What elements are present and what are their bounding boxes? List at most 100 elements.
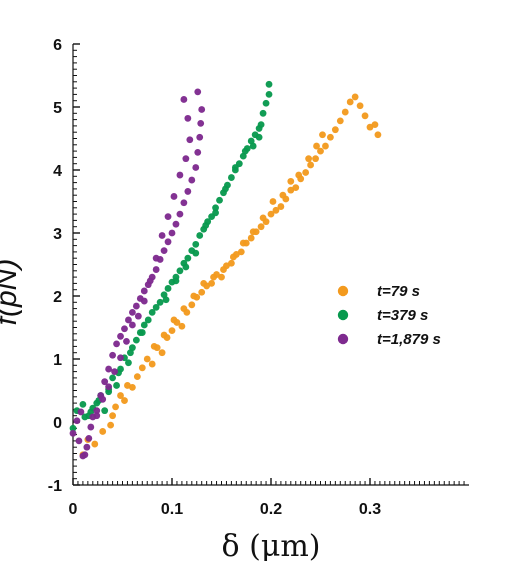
x-tick-label: 0.1 [161, 501, 183, 518]
data-point [241, 147, 249, 155]
data-point [322, 142, 329, 150]
data-point [150, 343, 158, 350]
data-point [269, 198, 277, 205]
data-point [117, 354, 124, 362]
data-point [168, 327, 176, 335]
y-tick-label: 5 [53, 100, 62, 117]
axes-layer: 0 0.1 0.2 0.3 -1 0 1 2 3 4 5 6 f(pN) δ (μm) [0, 37, 469, 561]
data-point [73, 417, 81, 425]
data-point [228, 174, 235, 181]
legend-marker-1 [337, 309, 349, 321]
data-point [164, 213, 172, 221]
data-point [180, 96, 188, 103]
series-2-points [69, 88, 206, 460]
data-point [194, 148, 202, 156]
data-point [371, 121, 379, 129]
data-point [69, 429, 77, 437]
data-point [237, 248, 245, 256]
data-point [319, 131, 326, 139]
data-point [188, 301, 196, 309]
data-point [257, 121, 265, 129]
data-point [160, 331, 168, 339]
data-point [341, 108, 349, 116]
data-point [277, 203, 285, 210]
data-point [336, 117, 344, 125]
data-point [112, 403, 119, 411]
data-point [164, 285, 172, 292]
data-point [83, 443, 91, 451]
data-point [295, 171, 303, 179]
x-tick-label: 0.2 [260, 501, 282, 518]
data-point [156, 298, 164, 306]
y-tick-label: 3 [53, 226, 62, 243]
data-point [91, 440, 99, 448]
data-point [69, 424, 77, 432]
data-point [229, 253, 237, 261]
data-point [180, 305, 188, 312]
legend-layer: t=79 s t=379 s t=1,879 s [337, 283, 441, 348]
data-point [117, 392, 124, 399]
data-point [132, 302, 140, 310]
data-point [198, 106, 206, 113]
data-point [208, 280, 216, 287]
data-point [160, 247, 168, 255]
data-point [79, 452, 87, 460]
data-point [228, 259, 235, 267]
data-point [93, 407, 101, 415]
data-point [81, 413, 89, 421]
data-point [305, 155, 313, 163]
legend-label-0: t=79 s [377, 283, 420, 300]
data-point [109, 351, 116, 359]
data-point [105, 365, 113, 373]
data-point [111, 368, 118, 375]
data-point [374, 131, 382, 139]
y-tick-label: 4 [53, 163, 62, 180]
data-point [99, 428, 107, 435]
data-point [158, 232, 166, 239]
legend-marker-2 [337, 333, 349, 345]
data-point [346, 98, 354, 106]
data-point [265, 91, 273, 98]
data-point [222, 185, 229, 193]
data-point [158, 349, 166, 357]
data-point [302, 169, 310, 176]
data-point [186, 136, 194, 144]
data-point [152, 303, 160, 311]
data-point [164, 238, 172, 246]
x-tick-label: 0 [69, 501, 78, 518]
data-point [259, 214, 267, 222]
y-tick-label: 2 [53, 289, 62, 306]
data-point [117, 332, 124, 340]
data-point [231, 164, 239, 171]
data-point [212, 209, 219, 217]
data-point [140, 321, 148, 329]
data-point [113, 340, 120, 348]
data-point [140, 297, 148, 305]
y-tick-label: 6 [53, 37, 62, 54]
data-point [109, 374, 116, 382]
data-point [331, 126, 339, 134]
data-point [198, 288, 206, 296]
data-point [133, 373, 141, 381]
data-point [101, 378, 109, 386]
data-point [317, 147, 324, 155]
data-point [249, 142, 257, 150]
data-point [196, 232, 204, 239]
data-point [99, 395, 107, 403]
data-point [113, 382, 120, 389]
data-point [121, 397, 128, 404]
data-point [184, 254, 192, 262]
data-point [148, 360, 156, 368]
data-point [192, 240, 200, 248]
data-point [125, 359, 132, 367]
data-point [140, 287, 148, 295]
data-point [121, 325, 128, 333]
x-tick-label: 0.3 [359, 501, 381, 518]
data-point [257, 223, 265, 231]
data-point [188, 176, 196, 184]
data-point [255, 133, 263, 141]
data-point [85, 434, 93, 442]
data-point [170, 193, 178, 200]
data-point [287, 177, 295, 185]
